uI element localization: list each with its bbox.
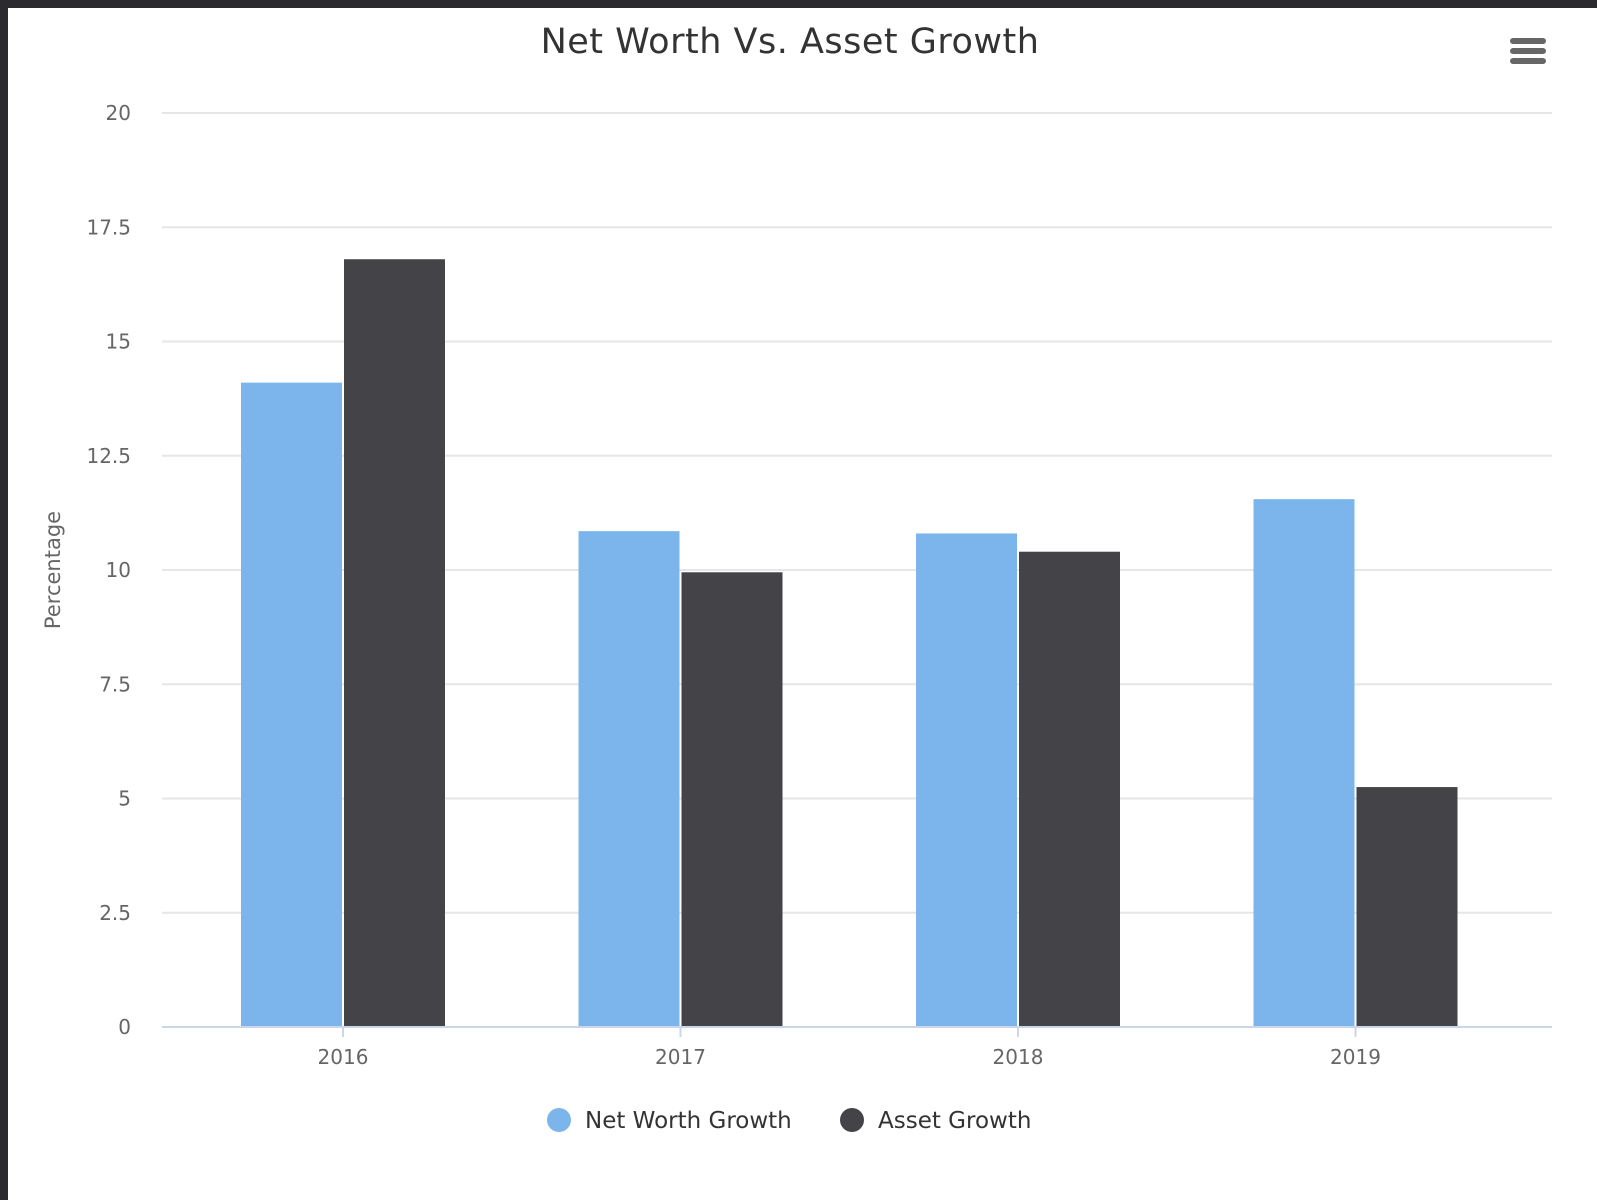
- y-tick-label: 12.5: [86, 444, 131, 468]
- bar-net-worth-growth-2017[interactable]: [578, 531, 680, 1027]
- bar-asset-growth-2017[interactable]: [681, 572, 783, 1027]
- x-tick-label: 2018: [993, 1045, 1044, 1069]
- x-axis: 2016 2017 2018 2019: [162, 1026, 1552, 1069]
- y-tick-label: 20: [106, 101, 131, 125]
- y-tick-label: 7.5: [99, 672, 131, 696]
- bar-asset-growth-2019[interactable]: [1356, 787, 1458, 1027]
- x-tick-label: 2016: [318, 1045, 369, 1069]
- bars: [241, 259, 1458, 1027]
- legend-marker[interactable]: [840, 1108, 864, 1132]
- y-tick-label: 2.5: [99, 901, 131, 925]
- legend-item-label[interactable]: Net Worth Growth: [585, 1108, 792, 1134]
- hamburger-menu-icon[interactable]: [1510, 38, 1546, 68]
- y-axis-ticks: 0 2.5 5 7.5 10 12.5 15 17.5 20: [86, 101, 131, 1039]
- x-tick-label: 2019: [1330, 1045, 1381, 1069]
- legend: Net Worth Growth Asset Growth: [547, 1108, 1031, 1134]
- frame-border-left: [0, 0, 8, 1200]
- y-tick-label: 0: [118, 1015, 131, 1039]
- bar-net-worth-growth-2019[interactable]: [1253, 499, 1355, 1027]
- bar-asset-growth-2018[interactable]: [1019, 551, 1120, 1027]
- legend-marker[interactable]: [547, 1108, 571, 1132]
- bar-net-worth-growth-2018[interactable]: [916, 533, 1017, 1027]
- frame-border-top: [0, 0, 1597, 8]
- y-tick-label: 17.5: [86, 215, 131, 239]
- bar-asset-growth-2016[interactable]: [344, 259, 445, 1027]
- bar-net-worth-growth-2016[interactable]: [241, 382, 342, 1027]
- x-tick-label: 2017: [655, 1045, 706, 1069]
- chart-title: Net Worth Vs. Asset Growth: [540, 22, 1040, 62]
- y-tick-label: 15: [106, 330, 131, 354]
- y-tick-label: 10: [106, 558, 131, 582]
- y-tick-label: 5: [118, 787, 131, 811]
- y-axis-label: Percentage: [41, 511, 65, 629]
- legend-item-label[interactable]: Asset Growth: [878, 1108, 1031, 1134]
